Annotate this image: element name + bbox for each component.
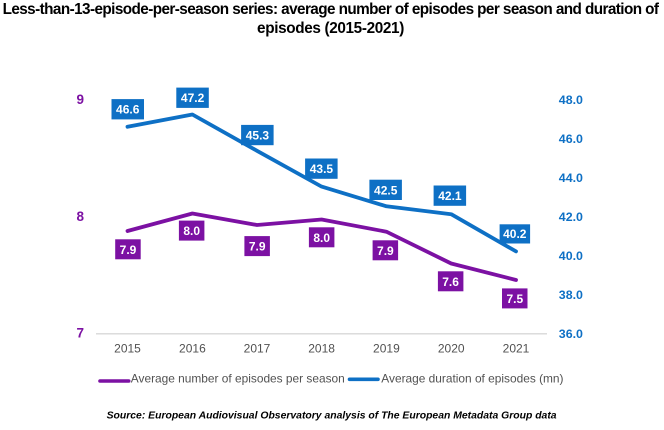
svg-text:7.5: 7.5	[506, 292, 523, 306]
svg-text:2018: 2018	[308, 341, 335, 355]
svg-text:Source: European Audiovisual O: Source: European Audiovisual Observatory…	[107, 411, 557, 422]
svg-text:8: 8	[76, 209, 84, 224]
svg-text:43.5: 43.5	[310, 162, 334, 176]
svg-text:2019: 2019	[373, 341, 400, 355]
svg-text:40.0: 40.0	[559, 249, 583, 263]
svg-text:8.0: 8.0	[313, 231, 330, 245]
svg-text:7.9: 7.9	[377, 244, 394, 258]
svg-text:7.9: 7.9	[249, 240, 266, 254]
svg-text:8.0: 8.0	[183, 224, 200, 238]
svg-text:2017: 2017	[244, 341, 271, 355]
svg-text:episodes (2015-2021): episodes (2015-2021)	[257, 20, 404, 37]
svg-text:2016: 2016	[179, 341, 206, 355]
svg-text:Average duration of episodes (: Average duration of episodes (mn)	[381, 372, 563, 386]
svg-text:Average number of episodes per: Average number of episodes per season	[131, 372, 345, 386]
svg-text:7: 7	[76, 326, 84, 341]
svg-text:7.9: 7.9	[120, 243, 137, 257]
svg-text:42.5: 42.5	[374, 183, 398, 197]
svg-text:2020: 2020	[438, 341, 465, 355]
svg-text:47.2: 47.2	[181, 91, 205, 105]
svg-text:38.0: 38.0	[559, 288, 583, 302]
svg-text:46.6: 46.6	[116, 103, 140, 117]
svg-text:44.0: 44.0	[559, 171, 583, 185]
svg-text:40.2: 40.2	[503, 227, 527, 241]
svg-text:45.3: 45.3	[246, 129, 270, 143]
svg-text:7.6: 7.6	[442, 275, 459, 289]
svg-text:36.0: 36.0	[559, 327, 583, 341]
svg-text:48.0: 48.0	[559, 93, 583, 107]
svg-text:2015: 2015	[114, 341, 141, 355]
svg-text:46.0: 46.0	[559, 132, 583, 146]
svg-text:Less-than-13-episode-per-seaso: Less-than-13-episode-per-season series: …	[3, 1, 660, 18]
svg-text:9: 9	[76, 92, 84, 107]
svg-text:42.0: 42.0	[559, 210, 583, 224]
svg-text:2021: 2021	[503, 341, 530, 355]
svg-text:42.1: 42.1	[438, 189, 462, 203]
